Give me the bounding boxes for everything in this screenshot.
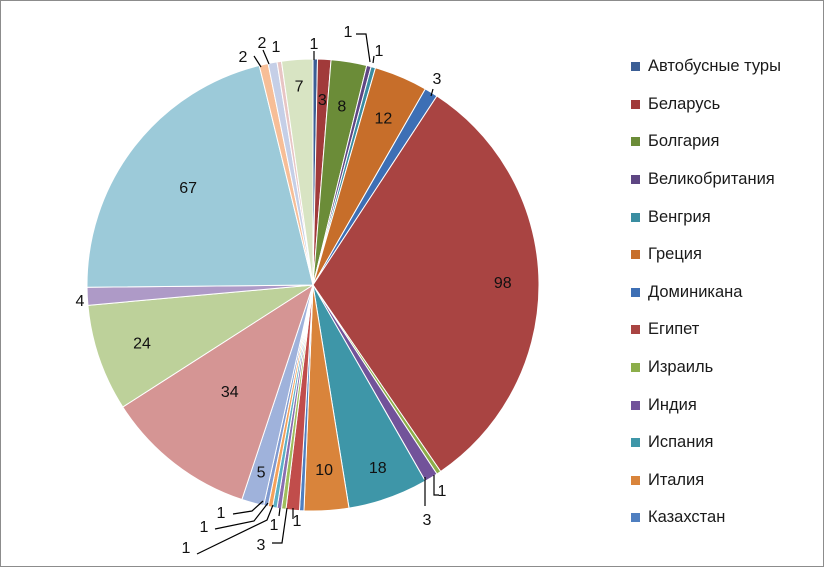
pie-slice xyxy=(312,95,540,473)
legend-swatch xyxy=(631,175,640,185)
leader-line xyxy=(433,475,439,496)
data-label: 1 xyxy=(375,43,384,60)
data-label: 4 xyxy=(76,293,85,310)
legend-swatch xyxy=(631,475,640,485)
legend-label: Казахстан xyxy=(648,508,726,527)
legend-item: Автобусные туры xyxy=(631,48,821,86)
data-label: 24 xyxy=(133,336,151,353)
legend-label: Египет xyxy=(648,320,700,339)
legend-swatch xyxy=(631,325,640,335)
legend-swatch xyxy=(631,250,640,260)
leader-line xyxy=(253,55,262,68)
data-label: 12 xyxy=(375,111,393,128)
legend-swatch xyxy=(631,137,640,147)
leader-line xyxy=(278,507,281,517)
legend-swatch xyxy=(631,513,640,523)
leader-line xyxy=(214,502,269,530)
legend-swatch xyxy=(631,99,640,109)
legend: Автобусные туры Беларусь Болгария Великобри… xyxy=(631,48,821,537)
pie-slice xyxy=(86,64,314,288)
legend-item: Египет xyxy=(631,311,821,349)
legend-label: Беларусь xyxy=(648,94,721,113)
data-label: 7 xyxy=(295,79,304,96)
data-label: 34 xyxy=(221,384,239,401)
leader-line xyxy=(232,500,264,515)
leader-line xyxy=(272,507,288,544)
data-label: 1 xyxy=(272,39,281,56)
legend-swatch xyxy=(631,212,640,222)
data-label: 1 xyxy=(217,505,226,522)
data-label: 1 xyxy=(200,519,209,536)
legend-swatch xyxy=(631,400,640,410)
legend-label: Индия xyxy=(648,395,697,414)
legend-swatch xyxy=(631,363,640,373)
legend-label: Венгрия xyxy=(648,207,711,226)
data-label: 1 xyxy=(438,483,447,500)
legend-swatch xyxy=(631,438,640,448)
data-label: 10 xyxy=(315,462,333,479)
data-label: 2 xyxy=(258,35,267,52)
leader-line xyxy=(262,49,270,65)
legend-label: Автобусные туры xyxy=(648,57,781,76)
data-label: 67 xyxy=(179,180,197,197)
data-label: 8 xyxy=(337,99,346,116)
data-label: 18 xyxy=(369,460,387,477)
legend-label: Испания xyxy=(648,433,714,452)
legend-label: Доминикана xyxy=(648,282,743,301)
legend-item: Греция xyxy=(631,236,821,274)
legend-label: Израиль xyxy=(648,358,714,377)
legend-item: Беларусь xyxy=(631,86,821,124)
data-label: 98 xyxy=(494,275,512,292)
legend-swatch xyxy=(631,287,640,297)
legend-item: Великобритания xyxy=(631,161,821,199)
legend-item: Израиль xyxy=(631,349,821,387)
legend-item: Испания xyxy=(631,424,821,462)
data-label: 1 xyxy=(270,517,279,534)
pie-slice xyxy=(122,283,314,501)
pie-slice xyxy=(280,58,314,286)
leader-line xyxy=(196,504,274,555)
data-label: 3 xyxy=(423,512,432,529)
legend-label: Греция xyxy=(648,245,702,264)
legend-item: Италия xyxy=(631,462,821,500)
data-label: 2 xyxy=(239,49,248,66)
legend-label: Болгария xyxy=(648,132,720,151)
leader-line xyxy=(430,88,434,97)
legend-label: Италия xyxy=(648,470,705,489)
data-label: 1 xyxy=(344,24,353,41)
data-label: 1 xyxy=(293,513,302,530)
legend-item: Болгария xyxy=(631,123,821,161)
legend-item: Казахстан xyxy=(631,499,821,537)
data-label: 3 xyxy=(318,92,327,109)
data-label: 1 xyxy=(310,36,319,53)
leader-line xyxy=(356,33,371,63)
leader-line xyxy=(372,55,375,64)
legend-label: Великобритания xyxy=(648,170,775,189)
legend-swatch xyxy=(631,62,640,72)
legend-item: Венгрия xyxy=(631,198,821,236)
legend-item: Индия xyxy=(631,386,821,424)
data-label: 3 xyxy=(433,71,442,88)
data-label: 3 xyxy=(257,537,266,554)
legend-item: Доминикана xyxy=(631,274,821,312)
data-label: 1 xyxy=(182,540,191,557)
pie-slice xyxy=(87,284,314,408)
data-label: 5 xyxy=(257,464,266,481)
